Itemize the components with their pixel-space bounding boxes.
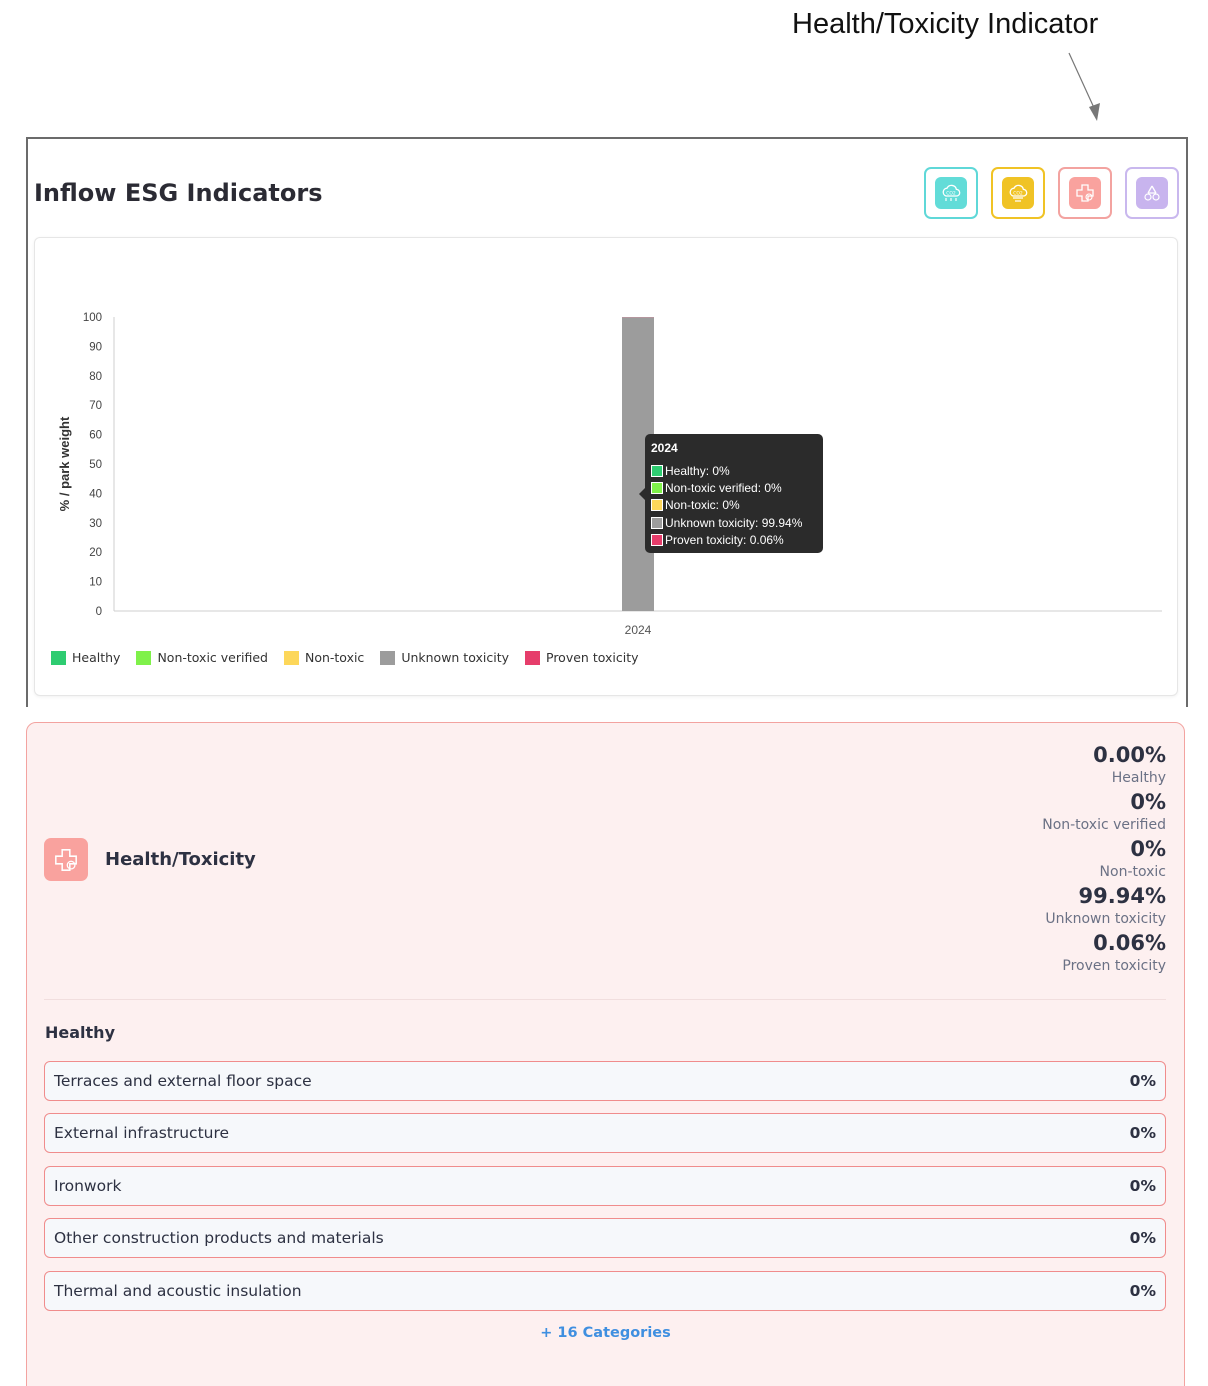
toxicity-stats: 0.00% Healthy 0% Non-toxic verified 0% Non-to…: [1042, 741, 1166, 976]
tooltip-swatch: [651, 516, 663, 529]
category-row[interactable]: External infrastructure 0%: [44, 1113, 1166, 1154]
legend-item[interactable]: Unknown toxicity: [380, 650, 509, 665]
recycle-icon: [1136, 177, 1168, 209]
tooltip-row-text: Proven toxicity: 0.06%: [665, 533, 784, 548]
tooltip-row: Proven toxicity: 0.06%: [651, 532, 817, 549]
tooltip-swatch: [651, 482, 663, 495]
health-toxicity-panel: Health/Toxicity 0.00% Healthy 0% Non-toxic …: [26, 722, 1185, 1386]
tooltip-row: Non-toxic verified: 0%: [651, 479, 817, 496]
stat-label: Proven toxicity: [1062, 958, 1166, 974]
annotation-arrow-icon: [1068, 52, 1100, 121]
y-tick-label: 60: [89, 430, 102, 442]
co2-cloud-icon: CO2: [935, 177, 967, 209]
category-value: 0%: [1129, 1229, 1156, 1248]
tooltip-swatch: [651, 499, 663, 512]
legend-swatch: [380, 650, 396, 665]
tooltip-row: Healthy: 0%: [651, 462, 817, 479]
stat-label: Unknown toxicity: [1045, 911, 1166, 927]
tooltip-title: 2024: [651, 441, 678, 455]
category-list: Terraces and external floor space 0% Exter…: [44, 1061, 1166, 1323]
health-toxicity-indicator-button[interactable]: [1058, 167, 1112, 219]
y-tick-label: 100: [83, 312, 102, 324]
legend-item[interactable]: Non-toxic verified: [136, 650, 268, 665]
tooltip-row-text: Non-toxic: 0%: [665, 498, 740, 513]
stacked-bar-chart: 0 10 20 30 40 50 60 70 80 90 100 % / park weight 202…: [57, 312, 1162, 637]
svg-text:CO2: CO2: [946, 191, 956, 197]
tooltip-swatch: [651, 534, 663, 547]
medical-cross-icon: [1069, 177, 1101, 209]
medical-cross-icon: [44, 838, 88, 881]
legend-label: Non-toxic: [304, 650, 365, 665]
legend-swatch: [51, 650, 66, 665]
tooltip-row: Non-toxic: 0%: [651, 497, 817, 514]
category-name: Thermal and acoustic insulation: [54, 1281, 302, 1300]
legend-item[interactable]: Non-toxic: [283, 650, 365, 665]
y-tick-label: 10: [89, 577, 102, 589]
category-name: Ironwork: [54, 1176, 122, 1195]
stat-value: 0.00%: [1093, 743, 1166, 767]
y-tick-label: 90: [89, 341, 102, 353]
category-row[interactable]: Ironwork 0%: [44, 1165, 1166, 1206]
category-value: 0%: [1129, 1072, 1156, 1090]
chart-tooltip: 2024 Healthy: 0% Non-toxic verified: 0% No…: [639, 434, 823, 553]
stat-value: 0%: [1130, 837, 1166, 861]
chart-card: 0 10 20 30 40 50 60 70 80 90 100 % / park weight 202…: [34, 237, 1178, 696]
legend-label: Healthy: [72, 650, 121, 665]
stat-label: Non-toxic verified: [1042, 817, 1166, 833]
y-tick-label: 0: [96, 606, 102, 618]
legend-item[interactable]: Healthy: [51, 650, 120, 665]
stat-value: 0%: [1130, 790, 1166, 814]
y-tick-label: 80: [89, 371, 102, 383]
y-axis-label: % / park weight: [57, 416, 72, 511]
category-value: 0%: [1129, 1124, 1156, 1143]
x-tick-label: 2024: [625, 623, 652, 637]
legend-swatch: [525, 650, 540, 665]
tooltip-row-text: Non-toxic verified: 0%: [665, 481, 782, 496]
carbon-inflow-indicator-button[interactable]: CO2: [924, 167, 978, 219]
carbon-stock-indicator-button[interactable]: CO2: [991, 167, 1045, 219]
category-row[interactable]: Thermal and acoustic insulation 0%: [44, 1270, 1166, 1311]
panel-title: Inflow ESG Indicators: [34, 179, 323, 207]
stat-value: 0.06%: [1093, 931, 1166, 955]
esg-indicators-panel: Inflow ESG Indicators CO2 CO2 0 10 20 30 40 5…: [26, 137, 1188, 707]
y-tick-label: 50: [89, 459, 102, 471]
co2-cloud-icon: CO2: [1002, 177, 1034, 209]
category-name: Other construction products and material…: [54, 1229, 384, 1248]
category-name: Terraces and external floor space: [54, 1072, 312, 1090]
circularity-indicator-button[interactable]: [1125, 167, 1179, 219]
y-tick-label: 70: [89, 400, 102, 412]
legend-label: Unknown toxicity: [401, 650, 509, 665]
legend-label: Proven toxicity: [546, 650, 639, 665]
y-tick-label: 30: [89, 518, 102, 530]
divider: [44, 999, 1166, 1000]
tooltip-swatch: [651, 464, 663, 477]
category-value: 0%: [1129, 1176, 1156, 1195]
chart-legend: Healthy Non-toxic verified Non-toxic Unknow…: [51, 650, 655, 665]
stat-value: 99.94%: [1078, 884, 1166, 908]
tooltip-row: Unknown toxicity: 99.94%: [651, 514, 817, 531]
category-value: 0%: [1129, 1281, 1156, 1300]
health-toxicity-title: Health/Toxicity: [105, 849, 256, 870]
category-row[interactable]: Terraces and external floor space 0%: [44, 1061, 1166, 1101]
category-name: External infrastructure: [54, 1124, 230, 1143]
svg-text:CO2: CO2: [1013, 191, 1023, 197]
y-tick-label: 20: [89, 547, 102, 559]
tooltip-row-text: Healthy: 0%: [665, 463, 730, 478]
legend-swatch: [136, 650, 152, 665]
tooltip-row-text: Unknown toxicity: 99.94%: [665, 515, 803, 530]
section-title: Healthy: [45, 1023, 115, 1042]
category-row[interactable]: Other construction products and material…: [44, 1218, 1166, 1259]
annotation-title: Health/Toxicity Indicator: [792, 8, 1099, 40]
stat-label: Healthy: [1111, 770, 1166, 786]
stat-label: Non-toxic: [1099, 864, 1166, 880]
legend-swatch: [283, 650, 299, 665]
legend-label: Non-toxic verified: [157, 650, 268, 665]
legend-item[interactable]: Proven toxicity: [525, 650, 639, 665]
y-tick-label: 40: [89, 488, 102, 500]
more-categories-link[interactable]: + 16 Categories: [540, 1325, 671, 1341]
